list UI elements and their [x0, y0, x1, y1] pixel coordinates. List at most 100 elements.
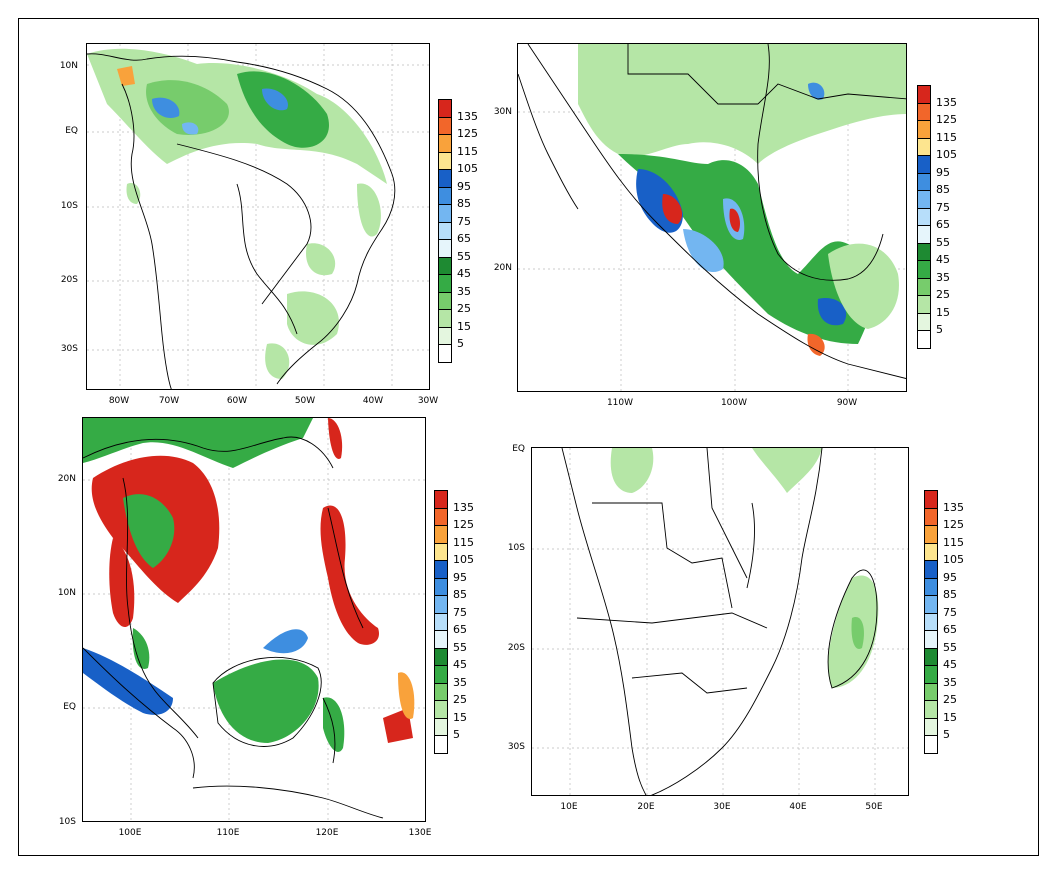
- legend-swatch: [917, 155, 931, 174]
- xtick-label: 100W: [720, 398, 748, 408]
- ytick-label: 20S: [60, 275, 78, 285]
- xtick-label: 110W: [606, 398, 634, 408]
- legend-swatch: [434, 700, 448, 719]
- xtick-label: 120E: [315, 828, 339, 838]
- ytick-label: EQ: [65, 126, 78, 136]
- legend-level-label: 55: [943, 640, 957, 654]
- legend-level-label: 75: [457, 214, 471, 228]
- ytick-label: EQ: [63, 702, 76, 712]
- xtick-label: 60W: [226, 396, 248, 406]
- legend-swatch: [434, 542, 448, 561]
- legend-level-label: 125: [457, 127, 478, 140]
- legend-level-label: 35: [936, 270, 950, 284]
- legend-swatch: [917, 137, 931, 156]
- legend-swatch: [438, 274, 452, 293]
- legend-level-label: 85: [943, 588, 957, 601]
- legend-level-label: 135: [457, 109, 478, 123]
- legend-swatch: [924, 490, 938, 509]
- legend-level-label: 75: [936, 200, 950, 214]
- xtick-label: 40W: [362, 396, 384, 406]
- legend-level-label: 55: [936, 235, 950, 249]
- legend-swatch: [438, 151, 452, 170]
- legend-swatch: [434, 630, 448, 649]
- legend-swatch: [434, 525, 448, 544]
- legend-swatch: [438, 291, 452, 310]
- legend-swatch: [434, 647, 448, 666]
- coastlines: [87, 53, 396, 389]
- legend-level-label: 35: [457, 284, 471, 298]
- xtick-label: 110E: [216, 828, 240, 838]
- ytick-label: 20S: [507, 643, 525, 653]
- legend-swatch: [924, 612, 938, 631]
- xtick-label: 10E: [560, 802, 578, 812]
- map-southeast-asia-svg: [83, 418, 425, 821]
- legend-swatch: [434, 595, 448, 614]
- legend-level-label: 45: [936, 253, 950, 266]
- legend-level-label: 95: [943, 570, 957, 584]
- map-southern-africa: [531, 447, 909, 796]
- legend-level-label: 105: [943, 553, 964, 566]
- ytick-label: 30S: [507, 742, 525, 752]
- legend-swatch: [917, 225, 931, 244]
- legend-level-label: 25: [457, 302, 471, 315]
- legend-level-label: 105: [457, 162, 478, 175]
- legend-swatch: [924, 525, 938, 544]
- legend-level-label: 95: [457, 179, 471, 193]
- ytick-label: 10S: [60, 201, 78, 211]
- legend-swatch: [438, 221, 452, 240]
- xtick-label: 20E: [637, 802, 655, 812]
- legend-swatch: [438, 344, 452, 363]
- legend-swatch: [917, 172, 931, 191]
- legend-level-label: 25: [453, 693, 467, 706]
- legend-level-label: 15: [936, 305, 950, 319]
- legend-swatch: [924, 507, 938, 526]
- legend-swatch: [438, 326, 452, 345]
- figure-frame: [18, 18, 1039, 856]
- map-southern-africa-svg: [532, 448, 908, 795]
- legend-swatch: [434, 577, 448, 596]
- legend-level-label: 45: [457, 267, 471, 280]
- legend-level-label: 65: [936, 218, 950, 231]
- legend-level-label: 125: [453, 518, 474, 531]
- legend-swatch: [438, 309, 452, 328]
- legend-swatch: [924, 542, 938, 561]
- ytick-label: 30N: [493, 107, 512, 117]
- xtick-label: 30W: [417, 396, 439, 406]
- legend-swatch: [434, 507, 448, 526]
- legend-swatch: [434, 665, 448, 684]
- precip-shading: [610, 448, 879, 688]
- legend-swatch: [924, 595, 938, 614]
- legend-level-label: 125: [943, 518, 964, 531]
- map-mexico-svg: [518, 44, 906, 391]
- precip-shading: [87, 48, 387, 379]
- legend-level-label: 85: [453, 588, 467, 601]
- legend-level-label: 125: [936, 113, 957, 126]
- legend-swatch: [438, 256, 452, 275]
- legend-swatch: [917, 330, 931, 349]
- legend-swatch: [434, 735, 448, 754]
- legend-level-label: 65: [457, 232, 471, 245]
- legend-swatch: [917, 295, 931, 314]
- legend-swatch: [917, 120, 931, 139]
- map-south-america-svg: [87, 44, 429, 389]
- legend-level-label: 5: [457, 337, 464, 350]
- xtick-label: 40E: [789, 802, 807, 812]
- legend-level-label: 115: [457, 144, 478, 158]
- ytick-label: EQ: [512, 444, 525, 454]
- legend-swatch: [434, 612, 448, 631]
- legend-level-label: 65: [453, 623, 467, 636]
- legend-swatch: [434, 682, 448, 701]
- legend-level-label: 75: [943, 605, 957, 619]
- xtick-label: 70W: [158, 396, 180, 406]
- legend-level-label: 35: [943, 675, 957, 689]
- ytick-label: 10S: [507, 543, 525, 553]
- legend-level-label: 95: [936, 165, 950, 179]
- xtick-label: 130E: [408, 828, 432, 838]
- ytick-label: 20N: [493, 263, 512, 273]
- legend-level-label: 25: [943, 693, 957, 706]
- legend-level-label: 135: [936, 95, 957, 109]
- coastlines: [83, 436, 384, 819]
- legend-level-label: 5: [936, 323, 943, 336]
- legend-level-label: 15: [943, 710, 957, 724]
- ytick-label: 10N: [57, 588, 76, 598]
